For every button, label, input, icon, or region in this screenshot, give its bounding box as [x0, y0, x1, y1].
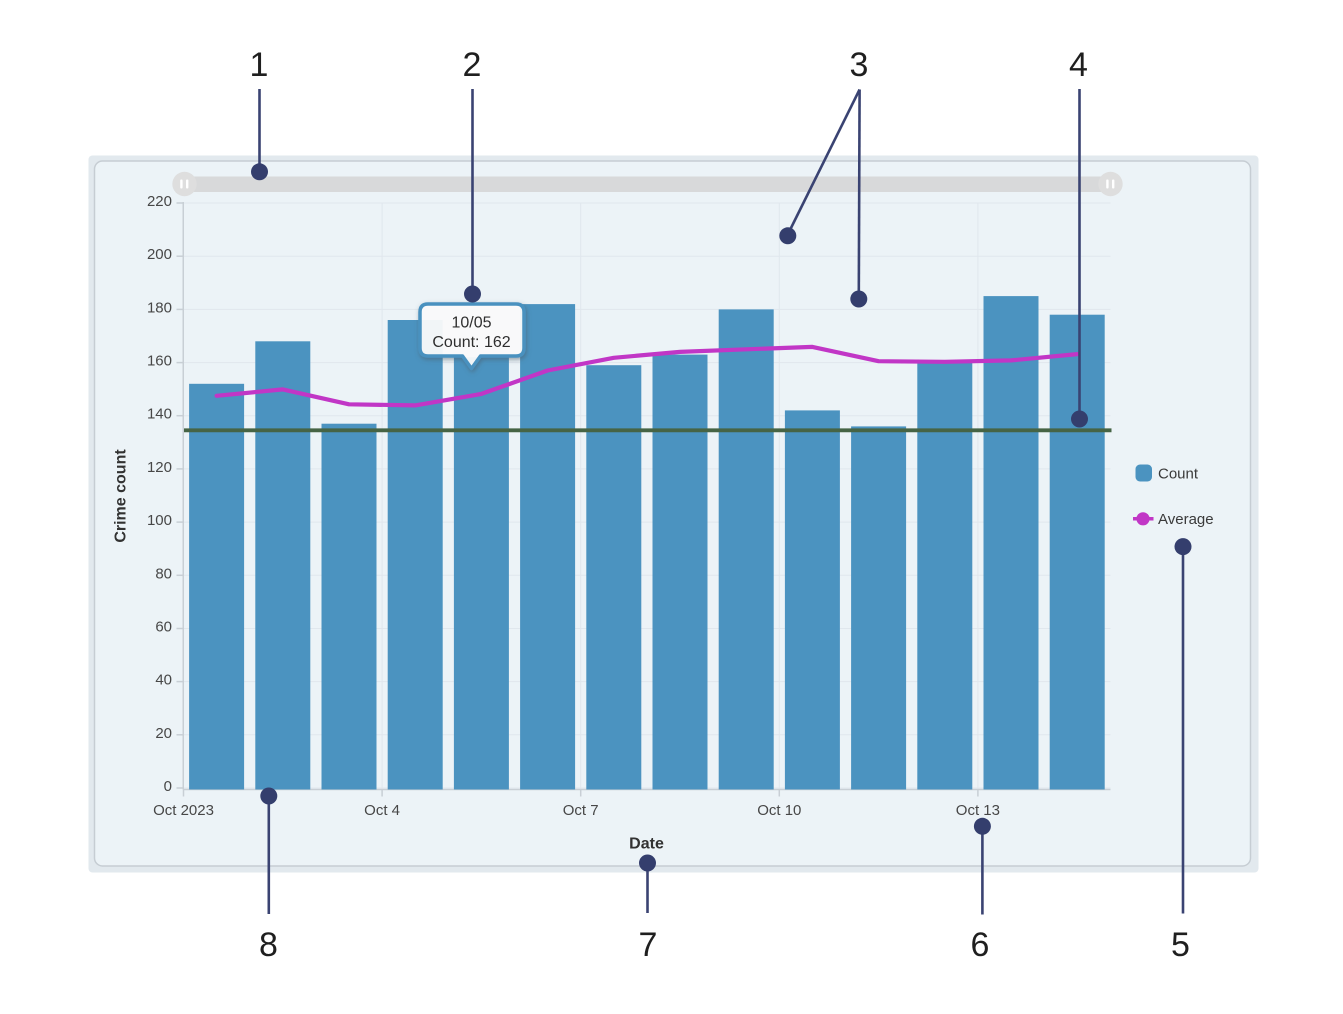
svg-text:Count: Count	[1158, 466, 1199, 483]
svg-text:100: 100	[147, 512, 172, 529]
svg-text:160: 160	[147, 353, 172, 370]
svg-text:120: 120	[147, 459, 172, 476]
svg-text:Oct 2023: Oct 2023	[153, 802, 214, 819]
svg-text:Oct 7: Oct 7	[563, 802, 599, 819]
svg-text:Crime count: Crime count	[113, 449, 130, 543]
svg-text:40: 40	[155, 672, 172, 689]
svg-text:220: 220	[147, 193, 172, 210]
svg-text:60: 60	[155, 619, 172, 636]
svg-text:3: 3	[850, 46, 869, 84]
svg-text:80: 80	[155, 565, 172, 582]
svg-text:7: 7	[639, 926, 658, 964]
svg-text:6: 6	[971, 926, 990, 964]
svg-text:10/05: 10/05	[451, 315, 491, 332]
svg-text:1: 1	[250, 46, 269, 84]
svg-text:Oct 13: Oct 13	[956, 802, 1000, 819]
svg-text:20: 20	[155, 725, 172, 742]
svg-text:Date: Date	[629, 836, 664, 853]
svg-text:4: 4	[1069, 46, 1088, 84]
svg-text:0: 0	[164, 778, 172, 795]
svg-text:Oct 4: Oct 4	[364, 802, 400, 819]
svg-text:Oct 10: Oct 10	[757, 802, 801, 819]
svg-text:200: 200	[147, 246, 172, 263]
svg-text:Average: Average	[1158, 511, 1214, 528]
svg-text:140: 140	[147, 406, 172, 423]
svg-text:Count: 162: Count: 162	[432, 334, 510, 351]
svg-text:8: 8	[259, 926, 278, 964]
svg-text:5: 5	[1171, 926, 1190, 964]
svg-text:180: 180	[147, 299, 172, 316]
svg-text:2: 2	[463, 46, 482, 84]
